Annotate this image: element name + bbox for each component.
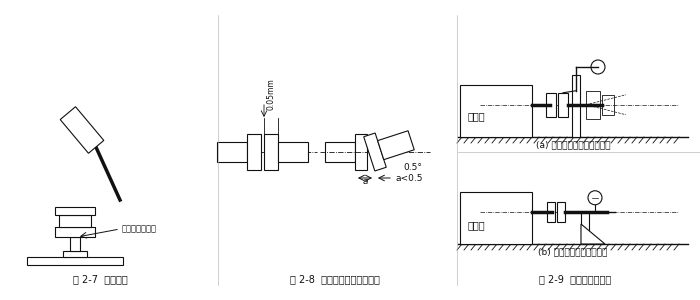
Bar — [325, 142, 355, 162]
Polygon shape — [377, 131, 414, 160]
Bar — [55, 207, 95, 215]
Bar — [264, 134, 278, 170]
Polygon shape — [364, 133, 386, 171]
Bar — [460, 192, 532, 244]
Text: 0.05mm: 0.05mm — [267, 78, 276, 110]
Polygon shape — [581, 224, 605, 244]
Bar — [217, 142, 247, 162]
Bar — [581, 212, 589, 244]
Text: 图 2-7  注意事项: 图 2-7 注意事项 — [73, 274, 127, 284]
Bar — [278, 142, 308, 162]
Text: (a) 用百分表检查联轴器端面: (a) 用百分表检查联轴器端面 — [536, 140, 610, 149]
Bar — [586, 91, 600, 119]
Bar — [572, 75, 580, 137]
Text: (b) 用百分表检查支座端面: (b) 用百分表检查支座端面 — [538, 247, 608, 256]
Text: 图 2-8  联轴器之间的安装精度: 图 2-8 联轴器之间的安装精度 — [290, 274, 380, 284]
Bar — [460, 85, 532, 137]
Bar — [546, 93, 556, 117]
Polygon shape — [60, 107, 104, 153]
Text: 0.5°: 0.5° — [403, 163, 422, 172]
Bar — [558, 93, 568, 117]
Text: a<0.5: a<0.5 — [395, 174, 423, 183]
Bar — [63, 251, 87, 257]
Bar — [70, 237, 80, 251]
Bar — [27, 257, 123, 265]
Text: 原动机: 原动机 — [468, 111, 486, 121]
Text: 图 2-9  安装精度的检查: 图 2-9 安装精度的检查 — [539, 274, 611, 284]
Bar — [55, 227, 95, 237]
Bar — [602, 95, 614, 115]
Text: a: a — [363, 177, 368, 186]
Bar — [247, 134, 261, 170]
Text: 此处应垫一铜棒: 此处应垫一铜棒 — [122, 224, 157, 233]
Bar — [557, 202, 565, 222]
Text: 原动机: 原动机 — [468, 220, 486, 230]
Bar — [355, 134, 367, 170]
Bar — [59, 215, 91, 227]
Bar — [547, 202, 555, 222]
